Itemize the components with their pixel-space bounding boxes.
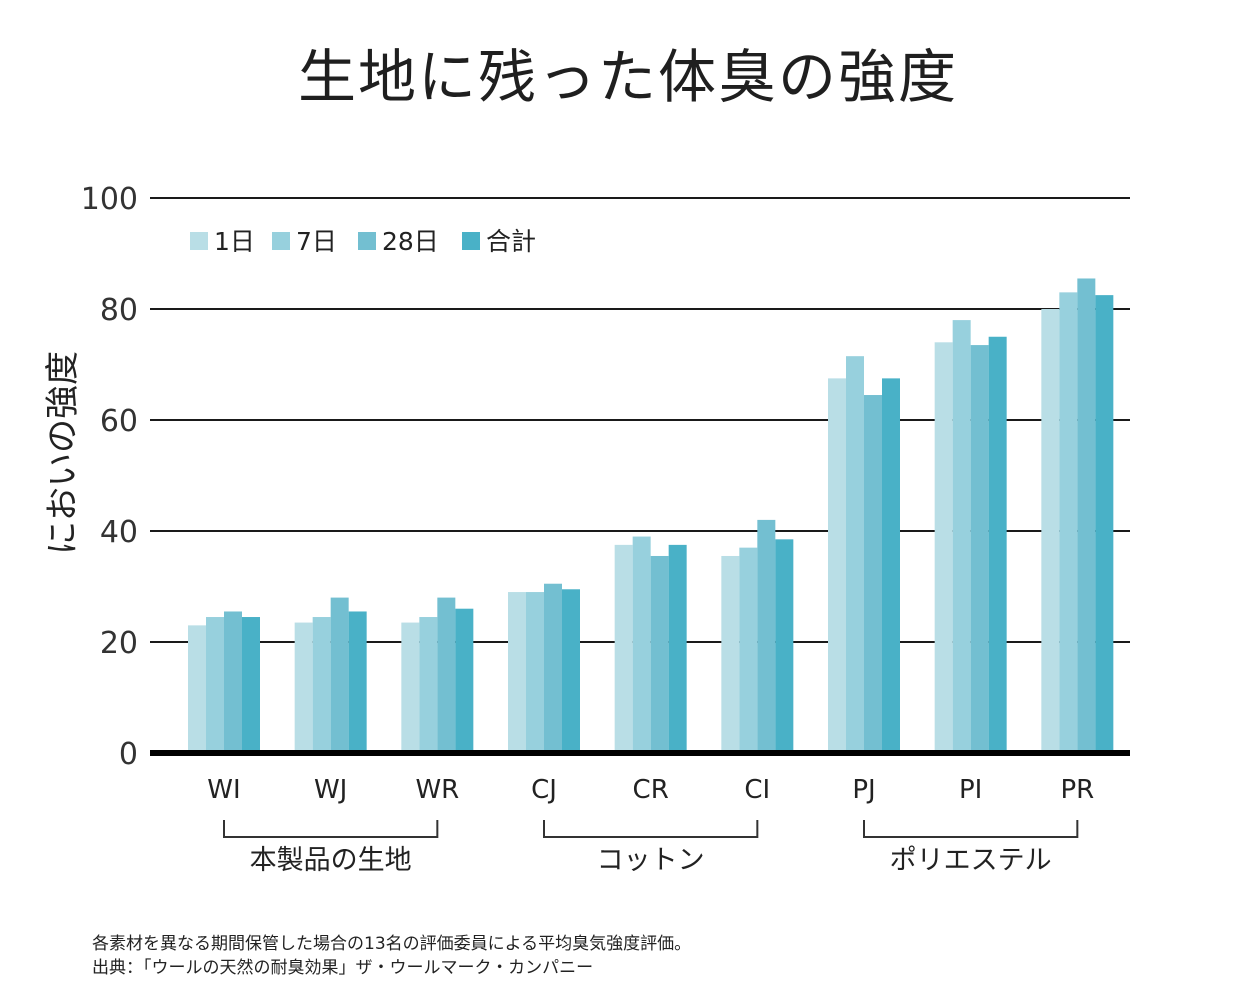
group-bracket	[223, 820, 439, 838]
bar-CJ-28日	[544, 583, 562, 753]
bar-PJ-1日	[828, 378, 846, 753]
legend-swatch	[358, 232, 376, 250]
bar-WI-7日	[206, 617, 224, 753]
bar-CR-7日	[632, 536, 651, 753]
bars	[188, 278, 1114, 753]
legend-label: 7日	[296, 227, 337, 256]
bar-PI-合計	[988, 336, 1007, 753]
bar-PR-合計	[1095, 295, 1114, 753]
bar-CI-7日	[739, 547, 758, 753]
bar-PI-28日	[970, 345, 989, 753]
x-tick-label: PJ	[852, 775, 875, 805]
legend-swatch	[462, 232, 480, 250]
bar-CI-合計	[775, 539, 794, 753]
x-tick-label: CJ	[531, 775, 557, 805]
axes: 0 20 40 60 80 100 WI WJ WR CJ CR CI PJ PI PR	[81, 182, 1130, 805]
y-tick-label: 60	[100, 404, 138, 439]
legend-label: 28日	[382, 227, 439, 256]
legend-label: 合計	[486, 227, 536, 256]
bar-WR-7日	[419, 617, 438, 753]
bar-PR-7日	[1059, 292, 1078, 753]
bar-WR-合計	[455, 608, 474, 753]
note-line-2: 出典：「ウールの天然の耐臭効果」ザ・ウールマーク・カンパニー	[92, 958, 594, 978]
group-bracket	[863, 820, 1079, 838]
group-bracket	[543, 820, 759, 838]
x-tick-label: PR	[1060, 775, 1094, 805]
legend: 1日 7日 28日 合計	[190, 227, 536, 256]
bar-WJ-1日	[294, 622, 313, 753]
bar-PJ-合計	[882, 378, 900, 753]
bar-WR-28日	[437, 597, 456, 753]
legend-swatch	[272, 232, 290, 250]
category-groups: 本製品の生地 コットン ポリエステル	[223, 820, 1079, 876]
bar-CJ-1日	[508, 592, 526, 753]
group-label: ポリエステル	[890, 845, 1052, 876]
bar-PJ-28日	[864, 395, 882, 753]
bar-CI-28日	[757, 519, 776, 753]
bar-WR-1日	[401, 622, 420, 753]
y-tick-label: 100	[81, 182, 138, 217]
y-tick-label: 80	[100, 293, 138, 328]
x-tick-label: WI	[207, 775, 240, 805]
bar-CR-1日	[614, 544, 633, 753]
bar-WI-28日	[224, 611, 242, 753]
y-tick-label: 20	[100, 626, 138, 661]
bar-PI-7日	[952, 320, 971, 753]
note-line-1: 各素材を異なる期間保管した場合の13名の評価委員による平均臭気強度評価。	[92, 934, 692, 954]
bar-CI-1日	[721, 555, 740, 753]
bar-CJ-合計	[562, 589, 580, 753]
y-tick-label: 40	[100, 515, 138, 550]
bar-PR-1日	[1041, 309, 1060, 753]
bar-WJ-7日	[312, 617, 331, 753]
chart-title: 生地に残った体臭の強度	[297, 43, 958, 111]
y-axis-label: においの強度	[43, 351, 83, 555]
x-tick-label: WJ	[314, 775, 347, 805]
bar-PJ-7日	[846, 356, 864, 753]
x-tick-label: CR	[633, 775, 669, 805]
source-note: 各素材を異なる期間保管した場合の13名の評価委員による平均臭気強度評価。 出典：…	[92, 932, 691, 980]
bar-WJ-28日	[330, 597, 349, 753]
bar-CJ-7日	[526, 592, 544, 753]
bar-WI-1日	[188, 625, 206, 753]
x-tick-label: CI	[744, 775, 770, 805]
x-tick-label: PI	[959, 775, 982, 805]
bar-CR-合計	[668, 544, 687, 753]
legend-swatch	[190, 232, 208, 250]
group-label: コットン	[597, 845, 705, 876]
group-label: 本製品の生地	[250, 845, 412, 876]
bar-PR-28日	[1077, 278, 1096, 753]
x-tick-label: WR	[415, 775, 459, 805]
bar-CR-28日	[650, 555, 669, 753]
y-tick-label: 0	[119, 737, 138, 772]
bar-WJ-合計	[348, 611, 367, 753]
legend-label: 1日	[214, 227, 255, 256]
bar-WI-合計	[242, 617, 260, 753]
bar-PI-1日	[934, 342, 953, 753]
